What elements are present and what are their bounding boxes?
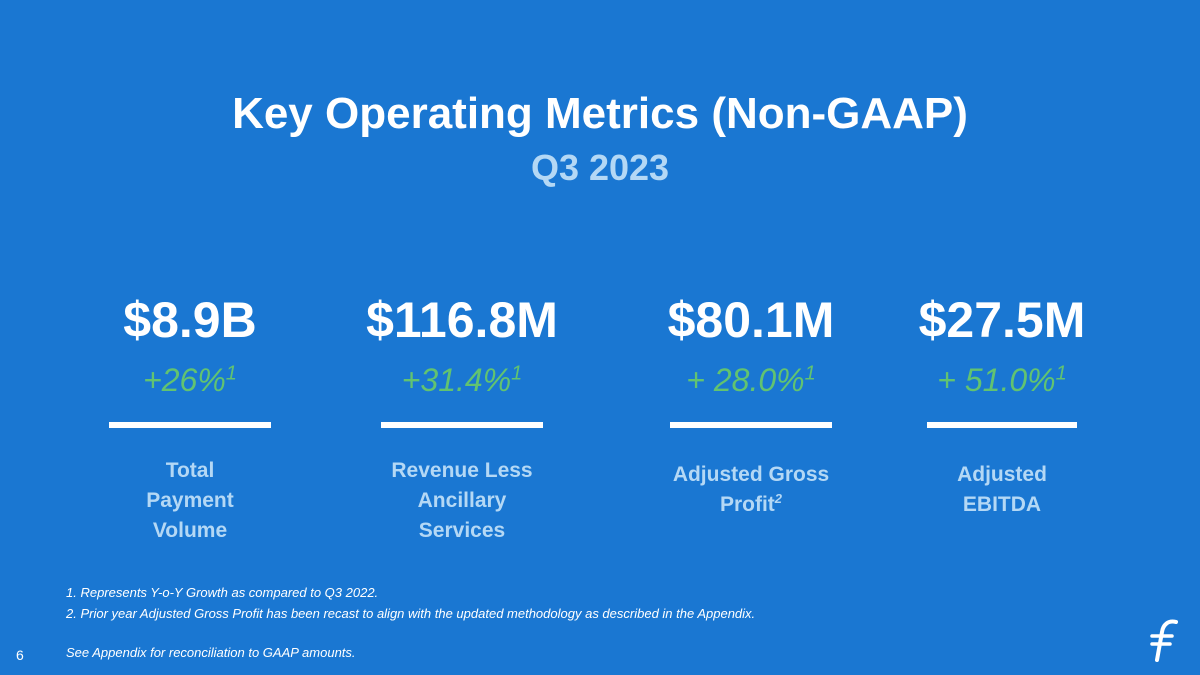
footnote-2: 2. Prior year Adjusted Gross Profit has … xyxy=(66,606,756,621)
metric-label-text: Profit xyxy=(719,493,775,516)
slide-title: Key Operating Metrics (Non-GAAP) xyxy=(232,89,968,138)
metric-growth-footnote-ref: 1 xyxy=(225,362,237,385)
metric-growth-footnote-ref: 1 xyxy=(511,362,523,385)
metric-divider xyxy=(381,422,543,428)
metric-total-payment-volume: $8.9B +26%1 Total Payment Volume xyxy=(70,290,310,546)
metric-label-line: Ancillary xyxy=(417,489,507,512)
metric-growth: +31.4%1 xyxy=(342,360,582,400)
metric-label-line: Revenue Less xyxy=(391,459,533,482)
metric-label-line: Volume xyxy=(152,519,228,542)
metric-label-line: Adjusted xyxy=(957,463,1047,486)
metric-label-line: EBITDA xyxy=(962,493,1042,516)
footnote-1: 1. Represents Y-o-Y Growth as compared t… xyxy=(66,585,379,600)
metric-growth-footnote-ref: 1 xyxy=(1055,362,1067,385)
metric-growth-text: +31.4% xyxy=(401,362,512,398)
slide-subtitle: Q3 2023 xyxy=(530,147,670,188)
metric-growth-text: +26% xyxy=(143,362,226,398)
appendix-note: See Appendix for reconciliation to GAAP … xyxy=(66,645,356,660)
page-number: 6 xyxy=(16,647,24,663)
metric-value: $116.8M xyxy=(366,292,558,348)
metric-label-line: Adjusted Gross xyxy=(672,463,830,486)
metric-divider xyxy=(670,422,832,428)
metric-divider xyxy=(109,422,271,428)
metric-growth-footnote-ref: 1 xyxy=(804,362,816,385)
footnotes: 1. Represents Y-o-Y Growth as compared t… xyxy=(66,582,1066,663)
metric-growth-text: + 51.0% xyxy=(937,362,1056,398)
metric-divider xyxy=(927,422,1077,428)
metric-growth: + 51.0%1 xyxy=(882,360,1122,400)
metric-label: Adjusted Gross Profit2 xyxy=(631,460,871,520)
metric-value: $8.9B xyxy=(123,292,257,348)
metric-value: $80.1M xyxy=(667,292,835,348)
metric-label-line: Payment xyxy=(146,489,234,512)
flywire-logo-icon xyxy=(1150,619,1178,662)
metric-adjusted-ebitda: $27.5M + 51.0%1 Adjusted EBITDA xyxy=(882,290,1122,520)
metric-growth: +26%1 xyxy=(70,360,310,400)
metric-label-line: Services xyxy=(418,519,506,542)
metric-label: Total Payment Volume xyxy=(70,456,310,546)
metric-label-footnote-ref: 2 xyxy=(774,491,783,506)
metric-label: Revenue Less Ancillary Services xyxy=(342,456,582,546)
metric-growth: + 28.0%1 xyxy=(631,360,871,400)
metric-revenue-less-ancillary: $116.8M +31.4%1 Revenue Less Ancillary S… xyxy=(342,290,582,546)
metric-value: $27.5M xyxy=(918,292,1086,348)
metric-adjusted-gross-profit: $80.1M + 28.0%1 Adjusted Gross Profit2 xyxy=(631,290,871,520)
metric-label-line: Profit2 xyxy=(631,490,871,520)
metric-label: Adjusted EBITDA xyxy=(882,460,1122,520)
metric-growth-text: + 28.0% xyxy=(686,362,805,398)
metric-label-line: Total xyxy=(165,459,215,482)
